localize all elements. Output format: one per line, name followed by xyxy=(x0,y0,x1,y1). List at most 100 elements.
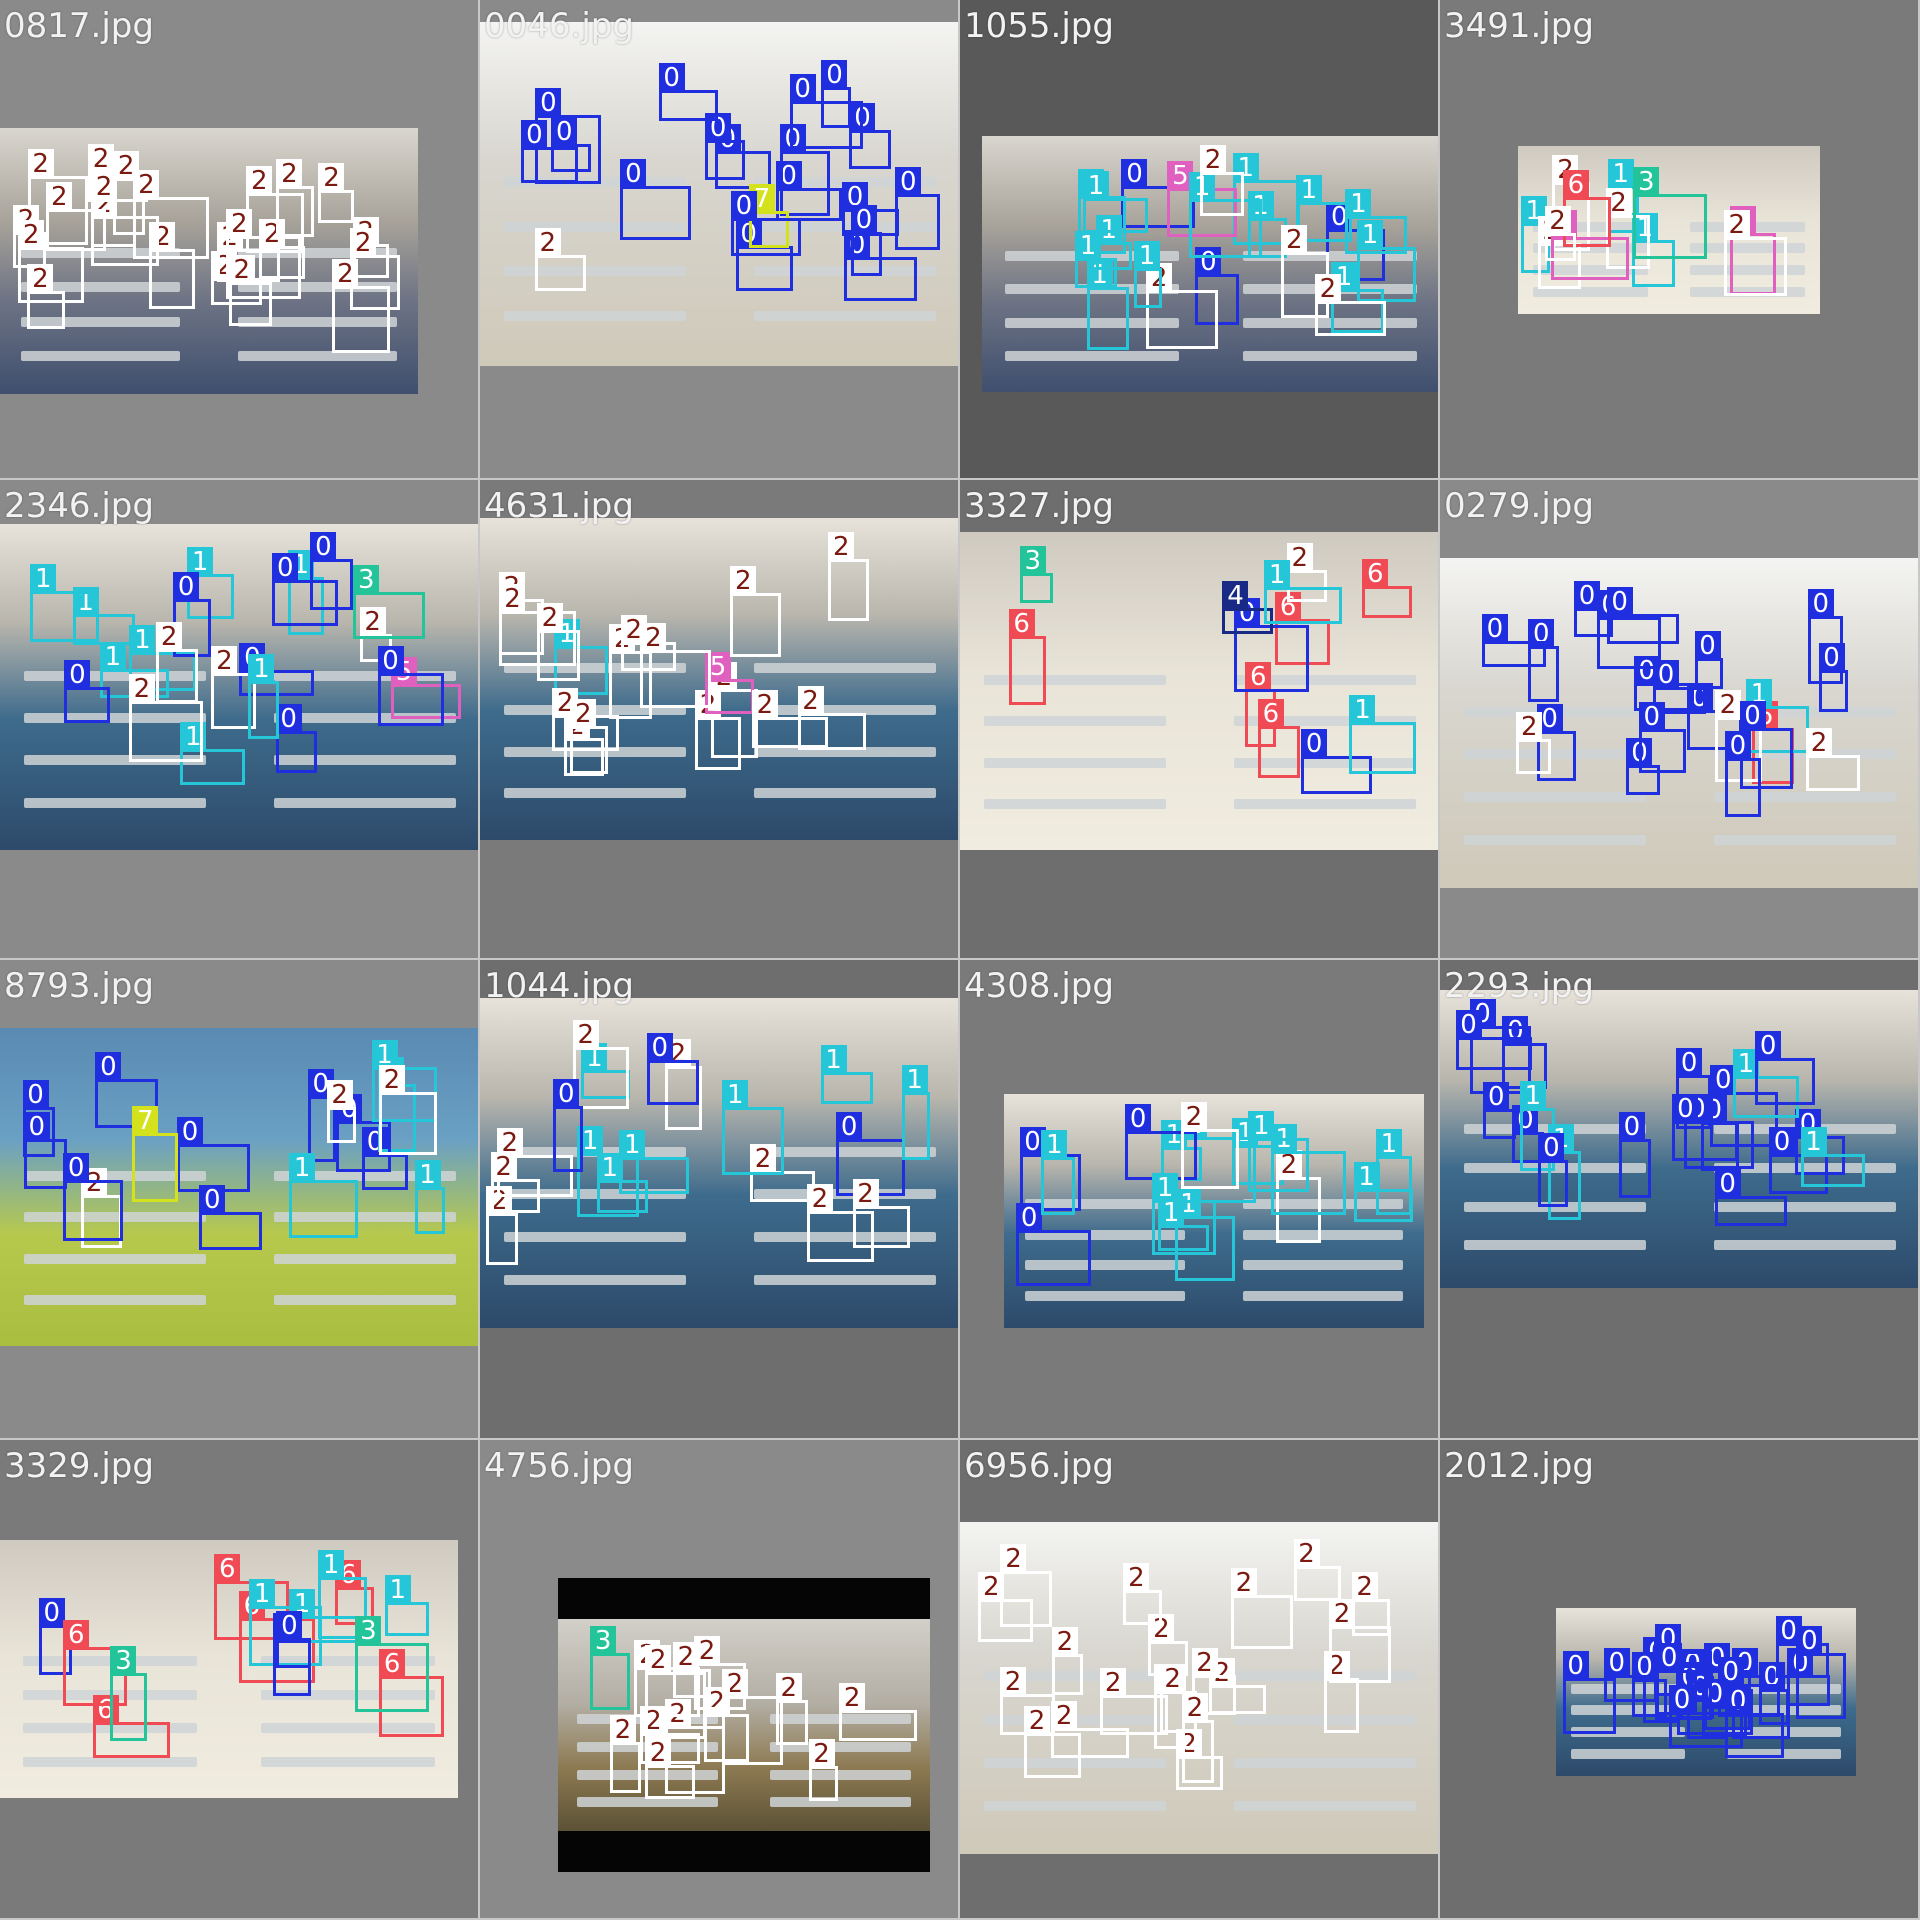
class-label-tag: 2 xyxy=(808,1738,835,1769)
grid-tile[interactable]: 8793.jpg00000101172201200 xyxy=(0,960,480,1440)
desk-row xyxy=(1004,317,1179,328)
desk-row xyxy=(504,1189,687,1200)
grid-tile[interactable]: 2293.jpg00000001100010000100 xyxy=(1440,960,1920,1440)
grid-tile[interactable]: 0046.jpg00000002000000000700 xyxy=(480,0,960,480)
desk-row xyxy=(1713,706,1896,717)
class-label-tag: 1 xyxy=(30,564,57,595)
desk-row xyxy=(1727,1727,1841,1738)
grid-tile[interactable]: 2012.jpg 00000000000000000000 xyxy=(1440,1440,1920,1920)
detection-box: 2 xyxy=(797,686,867,751)
detection-box: 0 xyxy=(779,124,830,216)
class-label-tag: 2 xyxy=(359,607,386,638)
detection-box: 0 xyxy=(1603,1647,1658,1703)
desk-row xyxy=(1243,1229,1403,1240)
class-label-tag: 3 xyxy=(1019,546,1046,577)
detection-box: 2 xyxy=(775,1672,809,1746)
class-label-tag: 1 xyxy=(1357,219,1384,250)
class-label-tag: 0 xyxy=(1807,589,1834,620)
class-label-tag: 0 xyxy=(553,1078,580,1109)
class-label-tag: 2 xyxy=(1714,690,1741,721)
grid-tile[interactable]: 4308.jpg1100111211012111 xyxy=(960,960,1440,1440)
class-label-tag: 2 xyxy=(91,171,118,202)
class-label-tag: 2 xyxy=(133,170,160,201)
detection-box: 2 xyxy=(806,1183,875,1262)
desk-row xyxy=(273,797,456,808)
class-label-tag: 0 xyxy=(730,190,757,221)
grid-tile[interactable]: 1044.jpg 2 0 1 1 1 2 2 2 2 0 2 1 1 1 0 1 2 2 xyxy=(480,960,960,1440)
grid-tile[interactable]: 2346.jpg211110100520103110202 xyxy=(0,480,480,960)
detection-box: 2 xyxy=(750,1143,815,1202)
desk-row xyxy=(504,746,687,757)
grid-tile[interactable]: 0279.jpg601220000000000002000 xyxy=(1440,480,1920,960)
class-label-tag: 2 xyxy=(27,149,54,180)
detection-box: 2 xyxy=(672,1641,711,1699)
grid-tile[interactable]: 3327.jpg 6 6 6 0 0 2 4 6 1 3 6 1 xyxy=(960,480,1440,960)
class-label-tag: 0 xyxy=(895,167,922,198)
grid-tile[interactable]: 0817.jpg 2222222222222222222222 xyxy=(0,0,480,480)
class-label-tag: 2 xyxy=(1159,1663,1186,1694)
detection-box: 0 xyxy=(23,1112,67,1190)
desk-row xyxy=(261,1756,436,1767)
class-label-tag: 2 xyxy=(806,1183,833,1214)
class-label-tag: 0 xyxy=(836,1111,863,1142)
desk-row xyxy=(24,797,207,808)
detection-box: 3 xyxy=(355,1615,429,1712)
desk-row xyxy=(984,675,1167,686)
class-label-tag: 2 xyxy=(156,621,183,652)
detection-box: 1 xyxy=(1041,1130,1075,1215)
class-label-tag: 1 xyxy=(1074,230,1101,261)
class-label-tag: 0 xyxy=(1016,1203,1043,1234)
class-label-tag: 0 xyxy=(275,704,302,735)
class-label-tag: 2 xyxy=(1281,224,1308,255)
class-label-tag: 0 xyxy=(735,218,762,249)
detection-box: 2 xyxy=(1275,1150,1321,1243)
desk-row xyxy=(984,716,1167,727)
class-label-tag: 2 xyxy=(1516,712,1543,743)
grid-tile[interactable]: 1055.jpg001110112115211211211 xyxy=(960,0,1440,480)
class-label-tag: 6 xyxy=(1275,591,1302,622)
detection-box: 1 xyxy=(820,1045,873,1104)
class-label-tag: 3 xyxy=(110,1645,137,1676)
detection-box: 0 xyxy=(95,1052,158,1129)
class-label-tag: 1 xyxy=(371,1040,398,1071)
desk-row xyxy=(984,1800,1167,1811)
grid-tile[interactable]: 4631.jpg22222251222222222 xyxy=(480,480,960,960)
detection-box: 2 xyxy=(1181,1692,1215,1783)
detection-box: 5 xyxy=(705,651,754,715)
detection-box: 1 xyxy=(1248,1111,1309,1193)
tile-filename: 4308.jpg xyxy=(964,966,1114,1006)
class-label-tag: 1 xyxy=(1295,175,1322,206)
desk-row xyxy=(24,713,207,724)
desk-row xyxy=(770,1769,912,1780)
class-label-tag: 2 xyxy=(1100,1668,1127,1699)
detection-box: 2 xyxy=(640,1705,700,1764)
tile-filename: 0046.jpg xyxy=(484,6,634,46)
class-label-tag: 0 xyxy=(276,1610,303,1641)
grid-tile[interactable]: 3491.jpg511122253262 xyxy=(1440,0,1920,480)
classroom-photo: 2222222222222222222222 xyxy=(0,128,418,394)
detection-box: 0 xyxy=(1638,702,1687,774)
detection-box: 0 xyxy=(1606,587,1680,645)
detection-box: 0 xyxy=(646,1033,700,1106)
class-label-tag: 0 xyxy=(1656,1643,1683,1674)
class-label-tag: 0 xyxy=(821,59,848,90)
class-label-tag: 0 xyxy=(1195,247,1222,278)
class-label-tag: 0 xyxy=(38,1598,65,1628)
class-label-tag: 1 xyxy=(1607,159,1634,190)
detection-box: 1 xyxy=(289,1152,358,1239)
detection-box: 2 xyxy=(1516,712,1552,774)
class-label-tag: 2 xyxy=(1230,1568,1257,1599)
grid-tile[interactable]: 3329.jpg666610613160301 xyxy=(0,1440,480,1920)
class-label-tag: 2 xyxy=(276,158,303,189)
desk-row xyxy=(1690,265,1805,276)
class-label-tag: 0 xyxy=(95,1052,122,1083)
desk-row xyxy=(1233,1757,1416,1768)
detection-box: 1 xyxy=(1607,159,1640,234)
class-label-tag: 2 xyxy=(797,686,824,717)
desk-row xyxy=(984,1757,1167,1768)
detection-box: 2 xyxy=(645,1644,706,1739)
grid-tile[interactable]: 4756.jpg 22222222222223 xyxy=(480,1440,960,1920)
